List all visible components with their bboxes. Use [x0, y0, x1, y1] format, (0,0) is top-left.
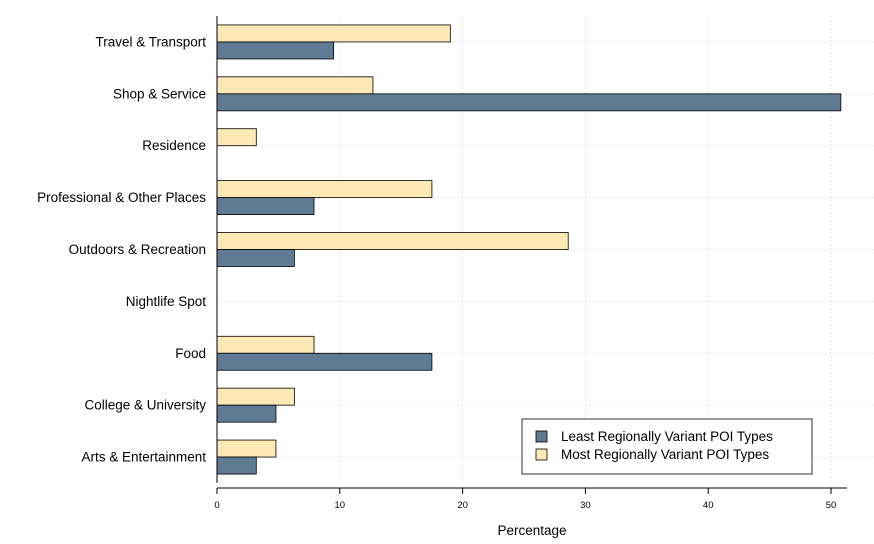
bar-layer: [216, 16, 842, 483]
legend-swatch-most: [535, 448, 548, 461]
x-tick-label-1: 10: [335, 500, 346, 511]
bar-least-4: [216, 249, 295, 267]
x-tick-label-4: 40: [703, 500, 714, 511]
category-label-5: Nightlife Spot: [126, 294, 207, 309]
bar-least-8: [216, 456, 257, 475]
category-label-7: College & University: [84, 398, 206, 413]
category-label-8: Arts & Entertainment: [81, 450, 206, 465]
bar-most-3: [216, 180, 433, 199]
legend-swatch-least: [535, 430, 548, 443]
legend-label-least: Least Regionally Variant POI Types: [561, 429, 773, 444]
bar-least-3: [216, 197, 315, 216]
bar-least-0: [216, 41, 335, 60]
bar-most-6: [216, 335, 315, 354]
category-label-4: Outdoors & Recreation: [69, 242, 206, 257]
bar-most-7: [216, 387, 295, 406]
category-label-0: Travel & Transport: [95, 34, 206, 49]
bar-least-6: [216, 352, 433, 371]
category-label-1: Shop & Service: [113, 86, 206, 101]
x-axis: 0 10 20 30 40 50: [214, 487, 847, 511]
bar-least-7: [216, 404, 277, 423]
bar-most-0: [216, 24, 451, 43]
legend: Least Regionally Variant POI Types Most …: [521, 418, 813, 475]
category-label-2: Residence: [142, 138, 206, 153]
legend-label-most: Most Regionally Variant POI Types: [561, 447, 769, 462]
category-label-6: Food: [175, 346, 206, 361]
x-tick-label-5: 50: [826, 500, 837, 511]
x-tick-label-3: 30: [580, 500, 591, 511]
bar-most-4: [216, 232, 569, 250]
bar-most-2: [216, 128, 257, 147]
category-label-3: Professional & Other Places: [37, 190, 206, 205]
x-tick-label-2: 20: [457, 500, 468, 511]
category-labels: Travel & Transport Shop & Service Residenc…: [37, 34, 206, 464]
bar-most-1: [216, 76, 374, 95]
x-axis-title: Percentage: [497, 523, 566, 538]
bar-most-8: [216, 439, 277, 458]
x-tick-label-0: 0: [214, 500, 219, 511]
bar-least-1: [216, 93, 842, 112]
legend-box: [521, 418, 813, 475]
